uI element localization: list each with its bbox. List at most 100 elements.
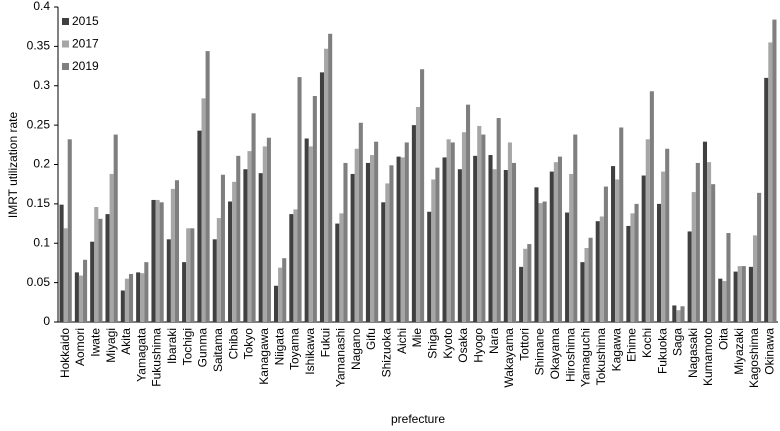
bar <box>511 162 517 322</box>
bar <box>98 218 103 322</box>
bar <box>726 233 731 322</box>
bar <box>492 169 497 322</box>
x-tick-label: Hokkaido <box>58 328 72 378</box>
bar <box>289 214 294 322</box>
bar <box>711 184 716 322</box>
bar <box>718 278 723 322</box>
bar <box>764 77 769 322</box>
bar <box>737 266 742 322</box>
bar <box>400 157 405 322</box>
x-tick-label: Okayama <box>548 328 562 380</box>
y-tick-label: 0.3 <box>33 78 50 92</box>
bar <box>523 248 528 322</box>
bar <box>385 183 390 322</box>
bar <box>580 262 585 322</box>
legend-label: 2019 <box>72 59 99 73</box>
bar <box>343 162 348 322</box>
bar <box>752 235 758 322</box>
bar <box>748 266 753 322</box>
bar <box>128 273 134 322</box>
bar <box>695 162 700 322</box>
x-tick-label: Akita <box>119 328 133 355</box>
bar <box>772 19 777 322</box>
bar <box>274 285 279 322</box>
bar <box>488 155 493 322</box>
bar <box>741 266 746 322</box>
bar <box>656 203 662 322</box>
bar <box>466 104 471 323</box>
bar <box>120 290 125 322</box>
y-tick-label: 0.4 <box>33 0 50 13</box>
bar <box>83 259 88 322</box>
bar <box>404 142 409 322</box>
x-tick-label: Kumamoto <box>701 328 715 386</box>
x-tick-label: Toyama <box>288 328 302 370</box>
bar <box>358 122 363 322</box>
bar <box>415 107 421 322</box>
x-tick-label: Saitama <box>211 328 225 372</box>
x-tick-label: Shiga <box>425 328 439 359</box>
bar <box>557 156 562 322</box>
x-tick-label: Iwate <box>88 328 102 357</box>
bar <box>626 225 631 322</box>
x-tick-label: Yamagata <box>134 328 148 382</box>
bar <box>427 211 432 322</box>
bar <box>339 213 344 322</box>
bar <box>312 95 317 322</box>
x-tick-label: Kyoto <box>441 328 455 359</box>
bar <box>374 141 379 322</box>
bar <box>324 48 329 323</box>
bar <box>243 169 248 322</box>
bar <box>328 33 333 323</box>
bar <box>611 166 616 322</box>
bar <box>251 113 256 322</box>
bar <box>707 162 712 322</box>
legend-swatch <box>62 18 69 25</box>
bar <box>527 244 532 322</box>
bar <box>262 146 267 322</box>
x-tick-label: Kagoshima <box>747 328 761 388</box>
bar <box>182 262 187 322</box>
y-tick-label: 0.35 <box>27 39 51 53</box>
bar <box>645 139 650 322</box>
bar <box>503 170 508 322</box>
bar <box>672 305 677 322</box>
bar <box>266 137 271 322</box>
bar <box>473 155 478 322</box>
x-tick-label: Fukuoka <box>655 328 669 374</box>
bar <box>565 212 570 322</box>
x-tick-label: Okinawa <box>763 328 777 375</box>
x-tick-label: Kagawa <box>609 328 623 372</box>
x-tick-label: Tokyo <box>242 328 256 360</box>
bar <box>319 72 325 322</box>
x-tick-label: Tochigi <box>180 328 194 365</box>
x-tick-label: Miyagi <box>104 328 118 363</box>
legend-label: 2015 <box>72 14 99 28</box>
x-tick-label: Shimane <box>533 328 547 376</box>
bar <box>166 239 171 322</box>
bar <box>155 199 160 322</box>
bar <box>113 134 118 322</box>
bar <box>588 237 593 322</box>
x-tick-label: Niigata <box>272 328 286 366</box>
y-tick-label: 0.25 <box>27 117 51 131</box>
bar <box>665 148 670 322</box>
bar <box>278 267 283 322</box>
bar <box>722 281 727 322</box>
bar <box>649 91 654 322</box>
bar <box>619 127 624 322</box>
x-tick-label: Hiroshima <box>563 328 577 382</box>
bar <box>584 247 589 322</box>
bar <box>630 213 635 322</box>
bar <box>615 179 620 322</box>
bar <box>247 151 252 322</box>
bar <box>297 77 302 323</box>
bar <box>144 262 149 322</box>
bar <box>691 192 696 322</box>
bar <box>124 278 129 322</box>
bar <box>507 142 512 322</box>
bar <box>236 155 241 322</box>
bar <box>481 134 486 322</box>
bar <box>186 228 191 322</box>
